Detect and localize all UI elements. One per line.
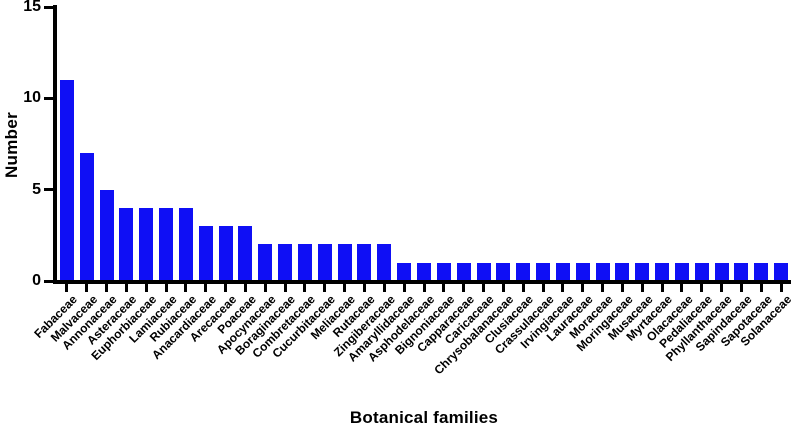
y-tick (44, 279, 53, 283)
bar (79, 153, 94, 281)
x-tick (303, 284, 307, 292)
x-tick (124, 284, 128, 292)
bar (238, 226, 253, 281)
bar (496, 262, 511, 281)
bar (337, 244, 352, 281)
x-axis-title: Botanical families (349, 408, 499, 427)
x-tick (402, 284, 406, 292)
x-tick (144, 284, 148, 292)
x-tick (184, 284, 188, 292)
x-tick (640, 284, 644, 292)
y-tick-label: 0 (32, 272, 41, 289)
bar (417, 262, 431, 281)
x-tick (680, 284, 684, 292)
bar (99, 189, 114, 281)
x-tick (263, 284, 267, 292)
bar (575, 262, 590, 281)
x-tick (779, 284, 783, 292)
bar (476, 262, 491, 281)
x-tick (243, 284, 247, 292)
bar (258, 244, 273, 281)
x-tick (105, 284, 109, 292)
bar (178, 207, 193, 281)
x-tick (739, 284, 743, 292)
bar (655, 262, 670, 281)
x-tick (382, 284, 386, 292)
bar (198, 226, 213, 281)
bar (139, 207, 154, 281)
bar (59, 80, 74, 281)
bar (595, 262, 610, 281)
bar (218, 226, 233, 281)
bar (119, 207, 134, 281)
x-tick (759, 284, 763, 292)
x-tick (521, 284, 525, 292)
bar (159, 207, 174, 281)
bar (456, 262, 471, 281)
x-tick (283, 284, 287, 292)
x-tick (620, 284, 624, 292)
y-tick-label: 10 (23, 89, 41, 107)
y-tick-label: 15 (23, 0, 41, 15)
bar (734, 262, 749, 281)
x-tick (700, 284, 704, 292)
x-tick (323, 284, 327, 292)
bar (754, 262, 769, 281)
y-tick (44, 188, 53, 192)
x-axis-line (53, 280, 791, 284)
bar (635, 262, 650, 281)
x-tick (482, 284, 485, 292)
bar (317, 244, 332, 281)
x-tick (660, 284, 664, 292)
bar (436, 262, 451, 281)
y-axis-line (53, 5, 57, 284)
x-tick (224, 284, 228, 292)
bar (615, 262, 630, 281)
bar (377, 244, 392, 281)
x-tick (204, 284, 208, 292)
x-tick (720, 284, 724, 292)
bar (555, 262, 570, 281)
bar (297, 244, 312, 281)
x-tick (581, 284, 585, 292)
y-axis-title: Number (2, 111, 21, 179)
bar (774, 262, 789, 281)
y-tick-label: 5 (32, 180, 41, 198)
x-tick (561, 284, 565, 292)
x-tick (601, 284, 605, 292)
bar (357, 244, 372, 281)
x-tick (422, 284, 426, 292)
x-tick (501, 284, 505, 292)
x-tick (541, 284, 545, 292)
bar (278, 244, 293, 281)
bar (516, 262, 531, 281)
bar (674, 262, 689, 281)
y-tick (44, 96, 53, 100)
x-tick (442, 284, 446, 292)
bar (694, 262, 709, 281)
x-tick (65, 284, 69, 292)
x-tick (362, 284, 366, 292)
y-tick (44, 5, 53, 9)
x-tick (462, 284, 466, 292)
bar (714, 262, 729, 281)
bar (536, 262, 551, 281)
x-tick (343, 284, 347, 292)
x-tick (164, 284, 168, 292)
x-tick (85, 284, 89, 292)
bar (397, 262, 412, 281)
